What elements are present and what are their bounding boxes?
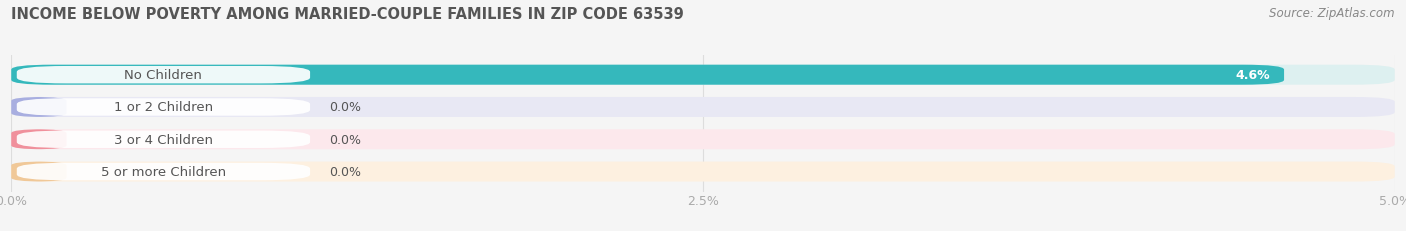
Text: 1 or 2 Children: 1 or 2 Children	[114, 101, 212, 114]
FancyBboxPatch shape	[11, 97, 66, 118]
FancyBboxPatch shape	[17, 99, 311, 116]
FancyBboxPatch shape	[11, 65, 1395, 85]
Text: 3 or 4 Children: 3 or 4 Children	[114, 133, 212, 146]
FancyBboxPatch shape	[11, 97, 1395, 118]
FancyBboxPatch shape	[11, 65, 1284, 85]
Text: 0.0%: 0.0%	[329, 165, 361, 178]
Text: 0.0%: 0.0%	[329, 133, 361, 146]
FancyBboxPatch shape	[17, 163, 311, 180]
FancyBboxPatch shape	[11, 162, 66, 182]
Text: 4.6%: 4.6%	[1236, 69, 1270, 82]
Text: INCOME BELOW POVERTY AMONG MARRIED-COUPLE FAMILIES IN ZIP CODE 63539: INCOME BELOW POVERTY AMONG MARRIED-COUPL…	[11, 7, 683, 22]
Text: No Children: No Children	[125, 69, 202, 82]
FancyBboxPatch shape	[11, 130, 1395, 150]
Text: 5 or more Children: 5 or more Children	[101, 165, 226, 178]
FancyBboxPatch shape	[11, 130, 66, 150]
Text: Source: ZipAtlas.com: Source: ZipAtlas.com	[1270, 7, 1395, 20]
FancyBboxPatch shape	[11, 162, 1395, 182]
Text: 0.0%: 0.0%	[329, 101, 361, 114]
FancyBboxPatch shape	[17, 131, 311, 148]
FancyBboxPatch shape	[17, 67, 311, 84]
